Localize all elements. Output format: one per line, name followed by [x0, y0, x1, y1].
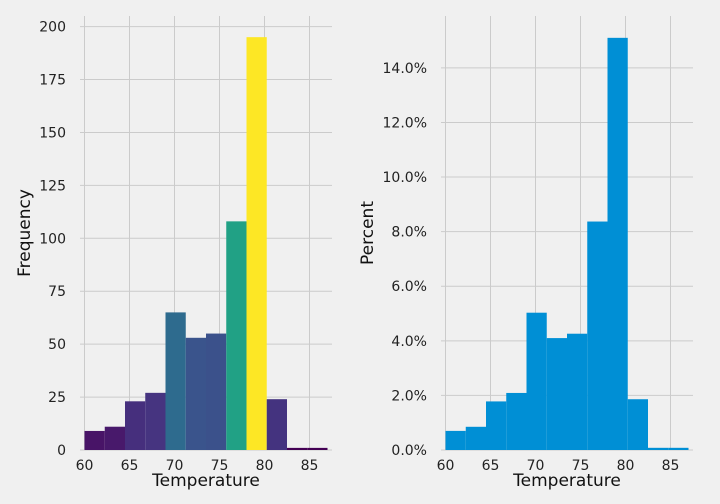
y-axis-label: Percent — [358, 201, 378, 265]
histogram-bar — [648, 447, 669, 450]
histogram-bar — [546, 338, 567, 450]
histogram-bar — [607, 37, 628, 450]
y-tick-label: 12.0% — [383, 115, 427, 131]
x-tick-label: 80 — [617, 458, 635, 474]
y-tick-label: 0 — [57, 443, 66, 459]
histogram-bar — [246, 37, 267, 451]
x-tick-label: 85 — [662, 458, 680, 474]
histogram-bar — [627, 399, 648, 450]
x-tick-label: 75 — [211, 458, 229, 474]
histogram-bar — [125, 401, 146, 450]
y-axis-label: Frequency — [15, 189, 35, 277]
x-tick-label: 60 — [437, 458, 455, 474]
x-tick-label: 80 — [256, 458, 274, 474]
y-tick-label: 100 — [39, 231, 66, 247]
histogram-bar — [587, 221, 608, 450]
histogram-bar — [307, 447, 328, 450]
x-tick-label: 75 — [572, 458, 590, 474]
y-tick-label: 14.0% — [383, 61, 427, 77]
y-tick-label: 8.0% — [391, 225, 427, 241]
histogram-bar — [266, 399, 287, 450]
y-tick-label: 175 — [39, 73, 66, 89]
histogram-bar — [567, 333, 588, 450]
y-tick-label: 75 — [48, 284, 66, 300]
y-tick-label: 6.0% — [391, 279, 427, 295]
x-tick-label: 70 — [527, 458, 545, 474]
histogram-bar — [104, 426, 125, 450]
x-axis-label: Temperature — [151, 471, 260, 491]
histogram-bar — [465, 426, 486, 450]
y-tick-label: 25 — [48, 390, 66, 406]
histogram-bar — [506, 392, 527, 450]
x-tick-label: 85 — [301, 458, 319, 474]
histogram-bar — [486, 401, 507, 450]
y-tick-label: 125 — [39, 178, 66, 194]
percent-histogram: 0.0% 2.0% 4.0% 6.0% 8.0% 10.0% 12.0% 14.0% 60 65 7… — [358, 16, 693, 491]
histogram-bar — [185, 337, 206, 450]
y-tick-label: 50 — [48, 337, 66, 353]
histogram-bar — [145, 392, 166, 450]
histogram-bar — [226, 221, 247, 450]
frequency-histogram: 0 25 50 75 100 125 150 175 200 60 65 70 75 80 85 Temper… — [15, 16, 332, 491]
y-tick-label: 2.0% — [391, 388, 427, 404]
histogram-bar — [206, 333, 227, 450]
y-tick-label: 0.0% — [391, 443, 427, 459]
x-tick-label: 65 — [482, 458, 500, 474]
y-tick-label: 4.0% — [391, 334, 427, 350]
y-tick-label: 10.0% — [383, 170, 427, 186]
histogram-bar — [165, 312, 186, 450]
x-tick-label: 60 — [76, 458, 94, 474]
histogram-bar — [526, 312, 547, 450]
y-tick-label: 200 — [39, 20, 66, 36]
x-tick-label: 65 — [121, 458, 139, 474]
histogram-bar — [84, 430, 105, 450]
y-tick-label: 150 — [39, 125, 66, 141]
histogram-bar — [445, 430, 466, 450]
histogram-bar — [668, 447, 689, 450]
x-axis-label: Temperature — [512, 471, 621, 491]
histogram-bar — [287, 447, 308, 450]
x-tick-label: 70 — [166, 458, 184, 474]
